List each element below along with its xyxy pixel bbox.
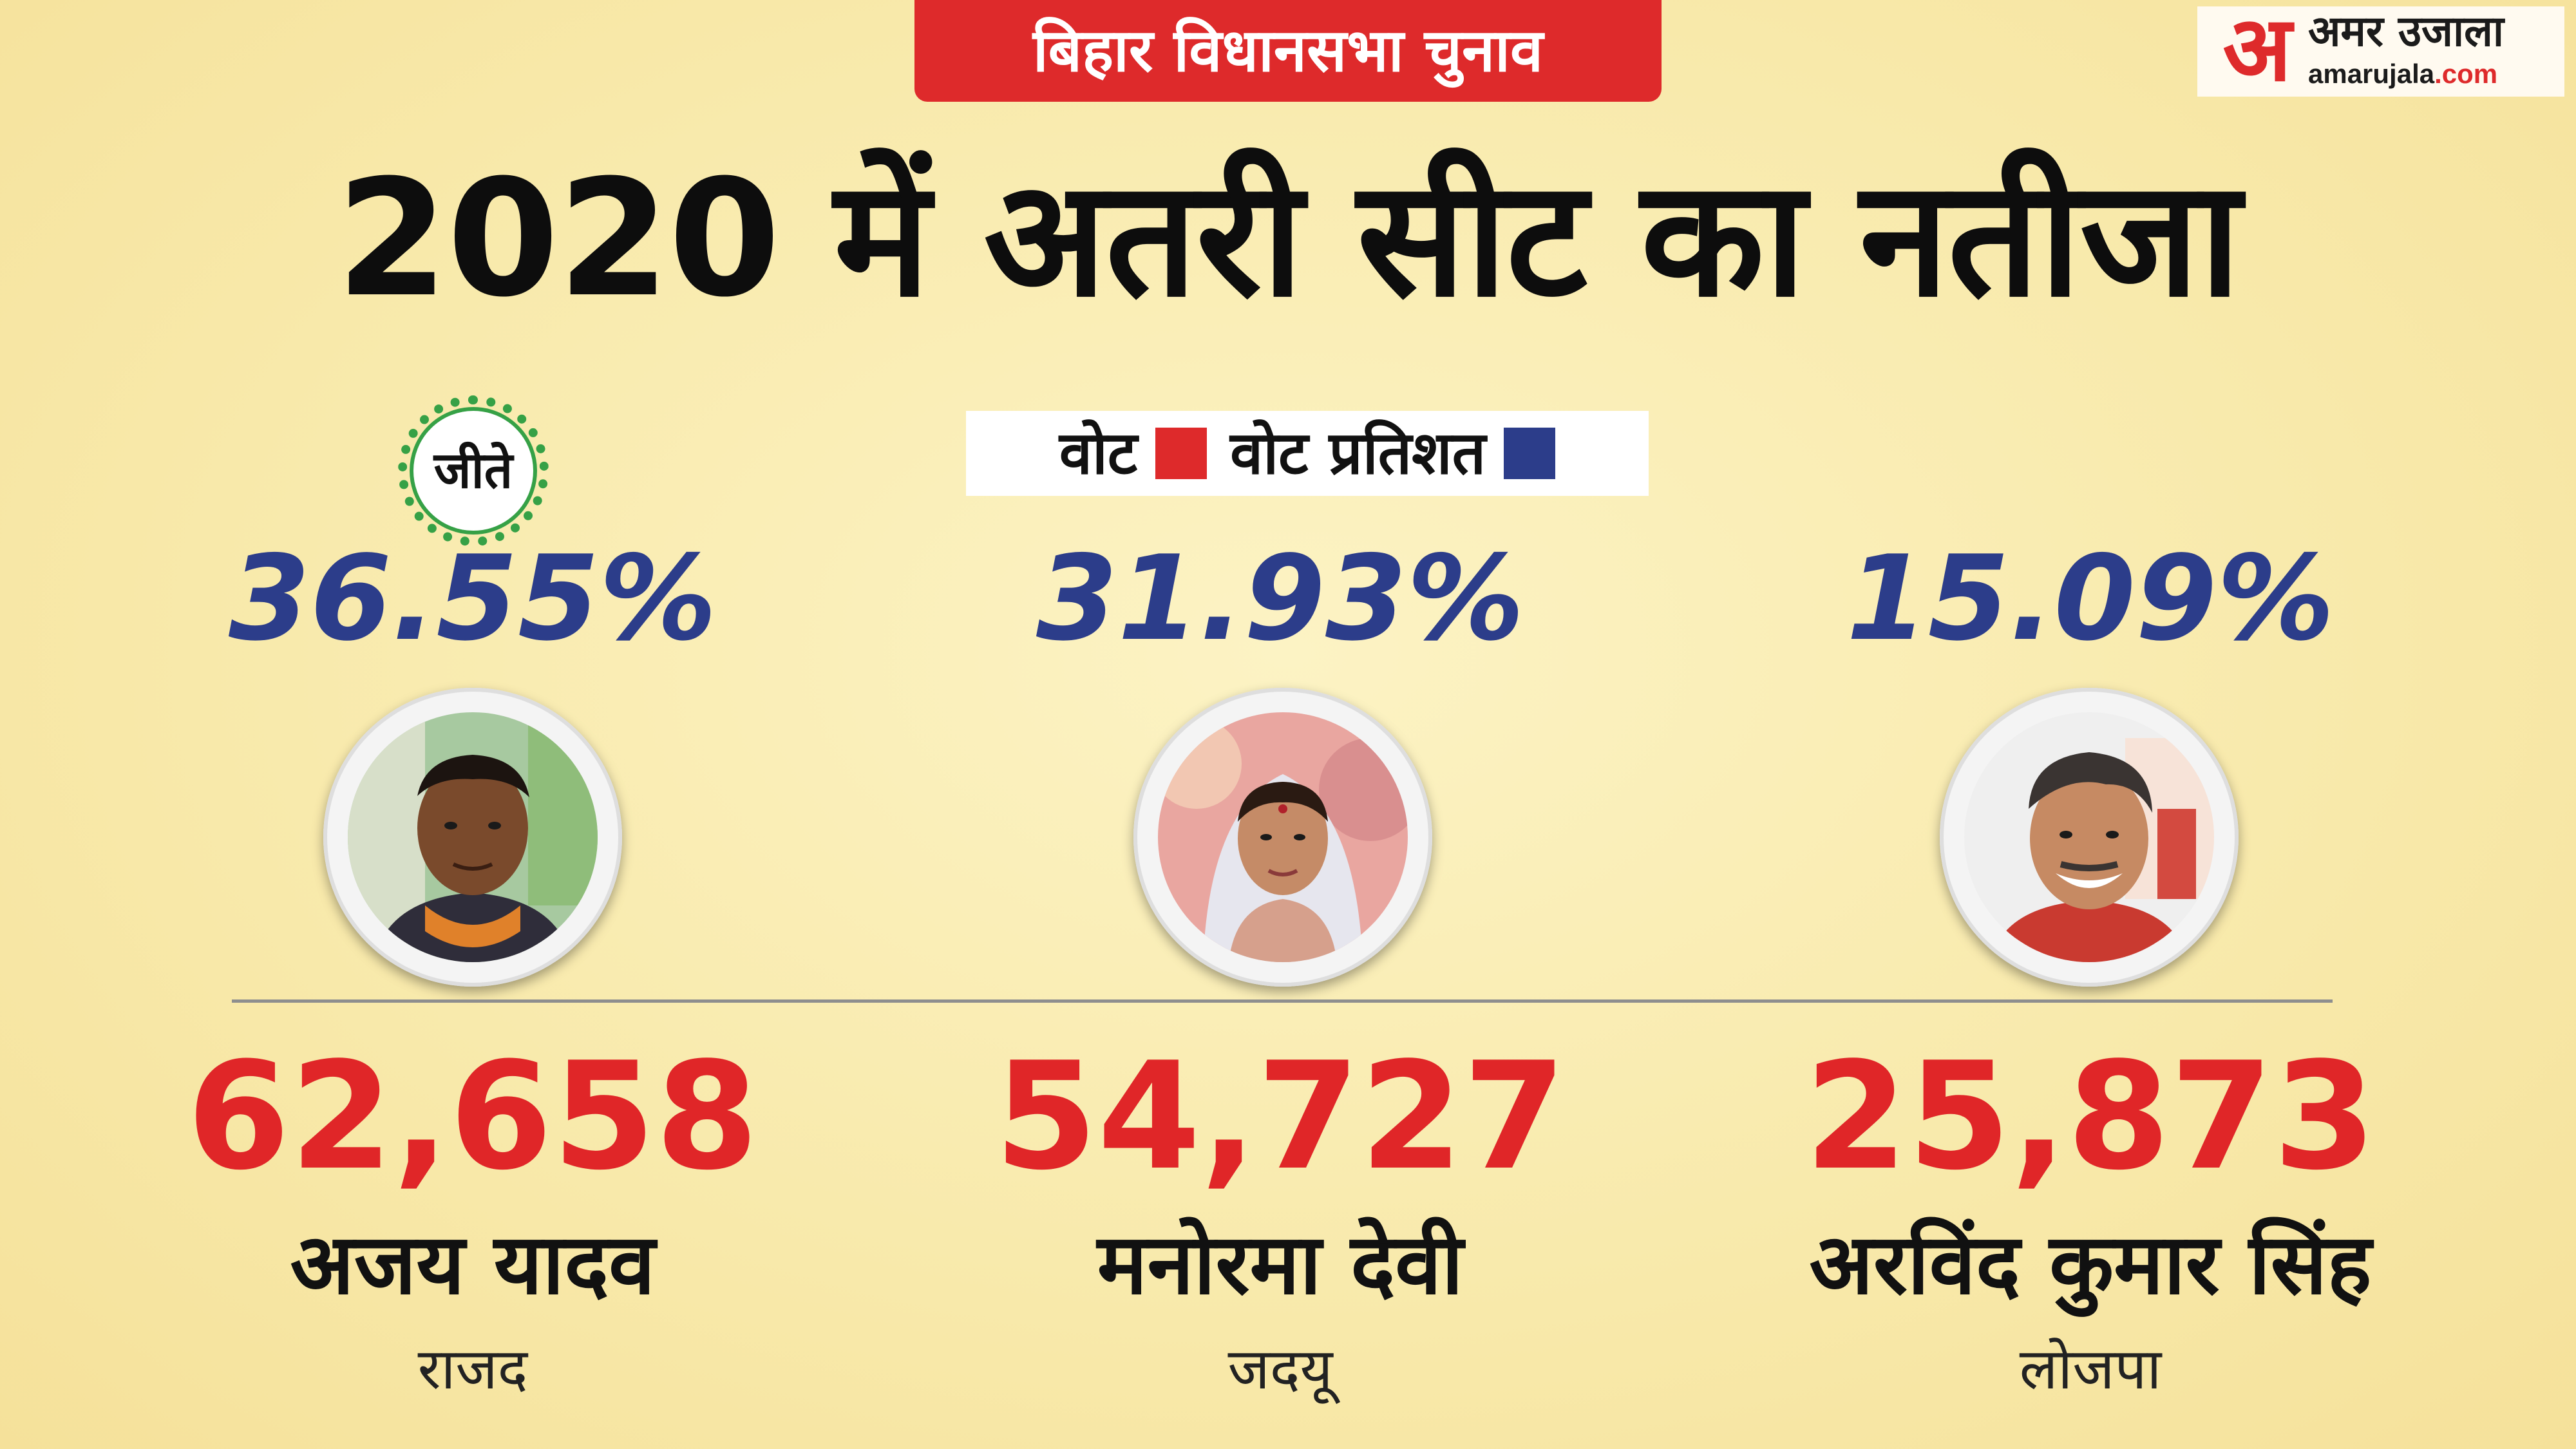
brand-logo: अ अमर उजाला amarujala.com <box>2197 0 2564 102</box>
winner-badge: जीते <box>398 395 549 546</box>
legend-votes-label: वोट <box>1059 419 1138 488</box>
candidate-3-photo-image <box>1964 712 2214 962</box>
candidate-2-photo-image <box>1158 712 1408 962</box>
legend-item-percent: वोट प्रतिशत <box>1230 419 1556 488</box>
logo-url-suffix: .com <box>2434 59 2498 89</box>
candidate-2-photo <box>1133 688 1432 987</box>
candidate-1-photo-image <box>348 712 598 962</box>
logo-url-main: amarujala <box>2308 59 2435 89</box>
logo-mark: अ <box>2222 0 2292 102</box>
section-tag: बिहार विधानसभा चुनाव <box>914 0 1662 102</box>
page-title: 2020 में अतरी सीट का नतीजा <box>336 145 2241 332</box>
legend-percent-label: वोट प्रतिशत <box>1230 419 1486 488</box>
candidate-1-name: अजय यादव <box>290 1215 656 1313</box>
candidate-3-photo <box>1940 688 2239 987</box>
legend-votes-swatch <box>1155 428 1208 479</box>
candidate-1-party: राजद <box>417 1336 528 1402</box>
candidate-1-percent: 36.55% <box>228 530 717 667</box>
candidate-1-photo <box>323 688 622 987</box>
legend-item-votes: वोट <box>1059 419 1208 488</box>
section-tag-text: बिहार विधानसभा चुनाव <box>1032 16 1544 85</box>
logo-url: amarujala.com <box>2308 61 2497 88</box>
winner-badge-text: जीते <box>433 442 513 500</box>
candidate-2-name: मनोरमा देवी <box>1097 1215 1464 1313</box>
legend-percent-swatch <box>1504 428 1556 479</box>
candidate-3-party: लोजपा <box>2019 1336 2162 1402</box>
candidate-2-party: जदयू <box>1227 1336 1333 1402</box>
divider-line <box>232 999 2333 1003</box>
legend: वोट वोट प्रतिशत <box>966 411 1649 496</box>
logo-hindi-text: अमर उजाला <box>2308 6 2504 56</box>
candidate-3-percent: 15.09% <box>1846 530 2335 667</box>
candidate-1-votes: 62,658 <box>187 1031 759 1203</box>
candidate-3-votes: 25,873 <box>1804 1031 2376 1203</box>
candidate-2-percent: 31.93% <box>1036 530 1525 667</box>
candidate-2-votes: 54,727 <box>994 1031 1566 1203</box>
badge-circle: जीते <box>410 407 537 535</box>
candidate-3-name: अरविंद कुमार सिंह <box>1809 1215 2372 1313</box>
